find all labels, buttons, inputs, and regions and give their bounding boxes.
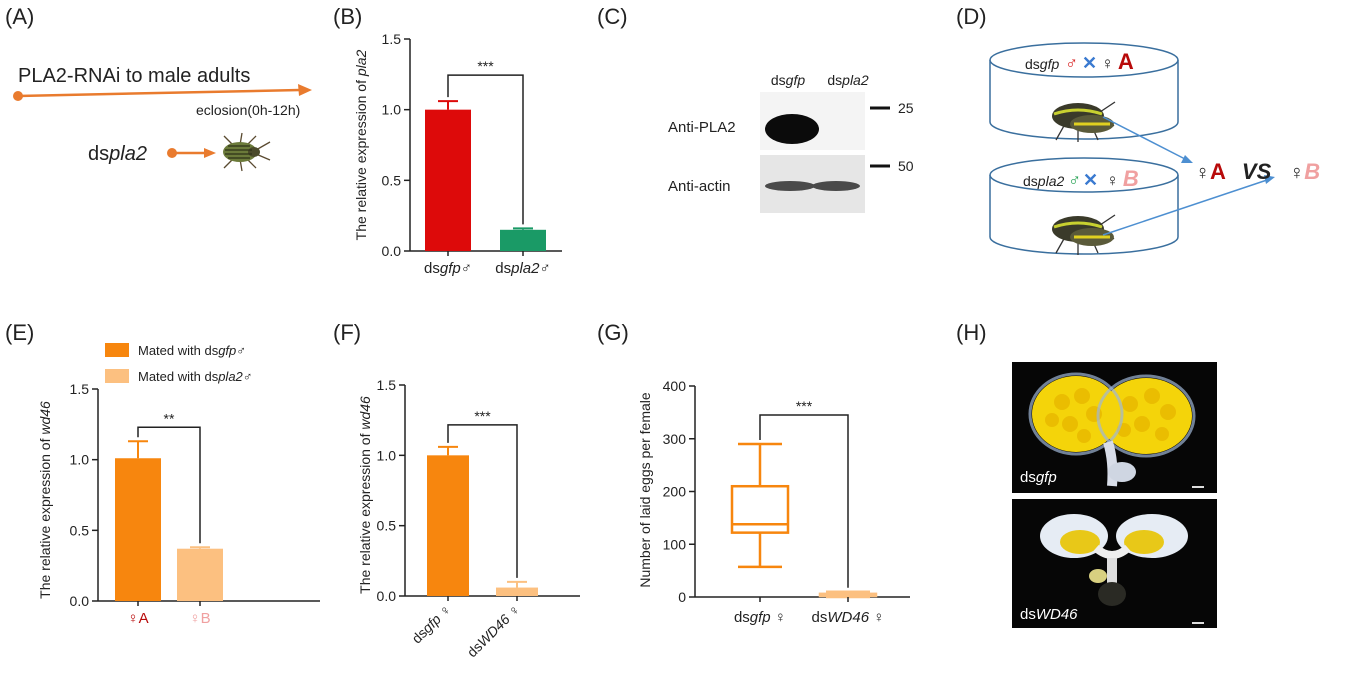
e-bar-0 (115, 458, 161, 601)
g-ytick-label-1: 100 (663, 536, 687, 552)
g-ylabel: Number of laid eggs per female (637, 392, 653, 588)
b-xlabel-0: dsgfp♂ (424, 260, 472, 277)
f-sig-bracket (447, 424, 518, 578)
b-ytick-label-3: 1.5 (382, 31, 402, 47)
f-ytick-label-3: 1.5 (377, 377, 397, 393)
panel-e-chart: The relative expression of wd46 0.0 0.5 1.… (37, 381, 320, 627)
f-sig-label: *** (474, 408, 491, 424)
panel-c-blot: dsgfp dspla2 Anti-PLA2 25 Anti-actin 50 (668, 72, 914, 213)
blot-lane1-label: dsgfp (771, 72, 805, 88)
legend-swatch-gfp (105, 343, 129, 357)
panel-d-diagram: dsgfp ♂ ✕ ♀ A dspla2 ♂ ✕ ♀ B ♀A VS ♀B (989, 42, 1320, 255)
f-ylabel: The relative expression of wd46 (357, 396, 373, 594)
g-ytick-label-0: 0 (678, 589, 686, 605)
panel-h-images: dsgfp dsWD46 (1012, 362, 1217, 628)
g-xlabel-1: dsWD46 ♀ (812, 609, 885, 626)
f-ytick-label-0: 0.0 (377, 588, 397, 604)
b-ylabel: The relative expression of pla2 (353, 49, 369, 240)
f-xlabel-1: dsWD46 ♀ (464, 601, 523, 660)
e-ytick-label-0: 0.0 (70, 593, 90, 609)
arrow-cup-b (1102, 179, 1268, 236)
eclosion-label: eclosion(0h-12h) (196, 102, 300, 118)
b-xlabel-1: dspla2♂ (495, 260, 550, 277)
e-sig-label: ** (164, 410, 175, 426)
panel-a-diagram: PLA2-RNAi to male adults eclosion(0h-12h… (13, 65, 312, 172)
legend-label-gfp: Mated with dsgfp♂ (138, 343, 246, 358)
ovary-label-wd46: dsWD46 (1020, 606, 1078, 623)
cup-a-label: dsgfp ♂ ✕ ♀ A (1025, 49, 1134, 74)
g-sig-label: *** (796, 398, 813, 414)
e-bar-1 (177, 548, 223, 601)
g-sig-bracket (759, 414, 849, 588)
e-ylabel: The relative expression of wd46 (37, 401, 53, 599)
e-sig-bracket (137, 426, 201, 544)
blot-pla2-band (765, 114, 819, 144)
scale-bar-gfp (1192, 486, 1204, 488)
f-bar-0 (427, 455, 469, 596)
panel-f-chart: The relative expression of wd46 0.0 0.5 1.… (357, 377, 580, 660)
legend-swatch-pla2 (105, 369, 129, 383)
e-ytick-label-3: 1.5 (70, 381, 90, 397)
comparison-label: ♀A VS ♀B (1195, 159, 1320, 184)
beetle-image (223, 132, 271, 172)
arrow-cup-a (1102, 116, 1186, 160)
panel-label-g: (G) (597, 320, 629, 345)
scale-bar-wd46 (1192, 622, 1204, 624)
panel-label-e: (E) (5, 320, 35, 345)
ovary-shape-gfp (1028, 372, 1196, 487)
blot-anti-actin-label: Anti-actin (668, 178, 731, 195)
timeline-arrow-line (17, 88, 301, 98)
panel-label-b: (B) (333, 4, 363, 29)
f-xlabel-0: dsgfp ♀ (408, 601, 454, 647)
timeline-arrow-head (298, 84, 312, 96)
ovary-label-gfp: dsgfp (1020, 469, 1057, 486)
panel-label-f: (F) (333, 320, 362, 345)
panel-label-c: (C) (597, 4, 628, 29)
mating-beetles-a (1052, 101, 1116, 142)
blot-actin-band-1 (765, 181, 815, 191)
g-xlabel-0: dsgfp ♀ (734, 609, 786, 626)
panel-label-h: (H) (956, 320, 987, 345)
marker-50-label: 50 (898, 158, 914, 174)
b-ytick-label-1: 0.5 (382, 172, 402, 188)
panel-label-d: (D) (956, 4, 987, 29)
legend-label-pla2: Mated with dspla2♂ (138, 369, 253, 384)
e-ytick-label-2: 1.0 (70, 452, 90, 468)
marker-25-label: 25 (898, 100, 914, 116)
b-ytick-label-2: 1.0 (382, 102, 402, 118)
b-bar-1 (500, 229, 546, 251)
f-ytick-label-1: 0.5 (377, 518, 397, 534)
panel-e-legend: Mated with dsgfp♂ Mated with dspla2♂ (105, 343, 253, 384)
panel-label-a: (A) (5, 4, 35, 29)
g-ytick-label-3: 300 (663, 431, 687, 447)
mating-cup-a (989, 42, 1179, 140)
blot-actin-band-2 (812, 181, 860, 191)
g-ytick-label-2: 200 (663, 484, 687, 500)
f-bar-1 (496, 587, 538, 596)
b-sig-bracket (447, 74, 524, 225)
g-box-0 (730, 484, 790, 534)
arrow-cup-b-head (1264, 175, 1275, 184)
e-ytick-label-1: 0.5 (70, 522, 90, 538)
arrow-cup-a-head (1181, 155, 1193, 163)
injection-arrow-head (204, 148, 216, 158)
mating-beetles-b (1052, 214, 1116, 255)
e-xlabel-0: ♀A (127, 610, 148, 627)
g-ytick-label-4: 400 (663, 378, 687, 394)
panel-g-chart: Number of laid eggs per female 0 100 200 30… (637, 378, 910, 626)
rnai-arrow-label: PLA2-RNAi to male adults (18, 65, 250, 87)
ovary-shape-wd46 (1040, 514, 1188, 606)
b-ytick-label-0: 0.0 (382, 243, 402, 259)
panel-b-chart: The relative expression of pla2 0.0 0.5 1.… (353, 31, 562, 277)
ds-pla2-label: dspla2 (88, 143, 147, 165)
b-bar-0 (425, 109, 471, 252)
f-ytick-label-2: 1.0 (377, 447, 397, 463)
blot-lane2-label: dspla2 (827, 72, 868, 88)
e-xlabel-1: ♀B (189, 610, 210, 627)
mating-cup-b (989, 157, 1179, 255)
b-sig-label: *** (477, 58, 494, 74)
cup-b-label: dspla2 ♂ ✕ ♀ B (1023, 166, 1139, 191)
blot-anti-pla2-label: Anti-PLA2 (668, 119, 736, 136)
